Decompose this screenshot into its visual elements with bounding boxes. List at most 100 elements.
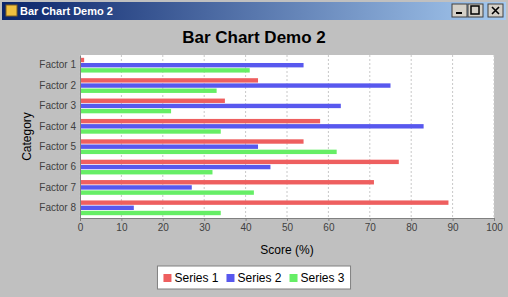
x-tick-label: 90	[448, 222, 460, 233]
x-tick-label: 60	[323, 222, 335, 233]
x-tick: 0	[78, 218, 84, 233]
x-tick: 90	[448, 218, 460, 233]
x-tick-mark	[204, 218, 205, 221]
bar	[80, 89, 217, 93]
x-tick-mark	[328, 218, 329, 221]
y-tick-label: Factor 5	[39, 141, 76, 152]
legend-label: Series 2	[237, 271, 281, 285]
x-tick-mark	[163, 218, 164, 221]
grid	[80, 55, 494, 218]
y-tick-label: Factor 1	[39, 59, 76, 70]
x-tick: 80	[406, 218, 418, 233]
grid-line	[80, 55, 81, 218]
x-tick: 30	[199, 218, 211, 233]
legend-item: Series 2	[226, 271, 281, 285]
x-tick-label: 50	[282, 222, 294, 233]
x-tick: 40	[241, 218, 253, 233]
bar	[80, 150, 337, 154]
y-tick-label: Factor 6	[39, 161, 76, 172]
y-tick: Factor 8	[39, 202, 80, 213]
bar	[80, 119, 320, 123]
maximize-button[interactable]	[468, 4, 483, 17]
window-icon	[6, 5, 17, 16]
x-tick: 100	[486, 218, 503, 233]
y-tick: Factor 3	[39, 100, 80, 111]
bar	[80, 104, 341, 108]
bar	[80, 206, 134, 210]
grid-line	[494, 55, 495, 218]
close-button[interactable]	[488, 4, 503, 17]
x-tick-label: 80	[406, 222, 418, 233]
y-tick-label: Factor 3	[39, 100, 76, 111]
x-tick-mark	[287, 218, 288, 221]
x-tick: 20	[158, 218, 170, 233]
bar	[80, 109, 171, 113]
y-tick: Factor 1	[39, 59, 80, 70]
x-tick-label: 0	[78, 222, 84, 233]
bar	[80, 190, 254, 194]
bar	[80, 200, 448, 204]
legend-item: Series 1	[163, 271, 218, 285]
bar	[80, 160, 399, 164]
grid-line	[328, 55, 329, 218]
bar	[80, 139, 304, 143]
minimize-button[interactable]	[452, 4, 467, 17]
bar	[80, 211, 221, 215]
legend-swatch	[163, 274, 171, 282]
grid-line	[369, 55, 370, 218]
y-tick: Factor 2	[39, 80, 80, 91]
x-tick-label: 70	[365, 222, 377, 233]
bar	[80, 144, 258, 148]
x-axis-title: Score (%)	[260, 243, 313, 257]
x-tick-mark	[411, 218, 412, 221]
x-tick-label: 100	[486, 222, 503, 233]
title-bar	[2, 2, 506, 20]
bar	[80, 124, 424, 128]
x-tick-label: 40	[241, 222, 253, 233]
x-tick-mark	[121, 218, 122, 221]
y-tick-label: Factor 4	[39, 121, 76, 132]
x-axis-line	[81, 219, 495, 222]
chart: Bar Chart Demo 2 Bar Chart Demo 2 0 10 20 30 4…	[0, 0, 508, 297]
bar	[80, 170, 212, 174]
bar	[80, 99, 225, 103]
bar	[80, 63, 304, 67]
y-tick-label: Factor 2	[39, 80, 76, 91]
grid-line	[452, 55, 453, 218]
x-tick-mark	[246, 218, 247, 221]
legend-swatch	[290, 274, 298, 282]
x-tick: 60	[323, 218, 335, 233]
bar	[80, 68, 250, 72]
x-tick-label: 30	[199, 222, 211, 233]
bar	[80, 180, 374, 184]
y-axis-line	[80, 56, 81, 219]
y-axis: Factor 1 Factor 2 Factor 3 Factor 4 Factor 5…	[39, 56, 80, 219]
y-tick: Factor 4	[39, 121, 80, 132]
window-title: Bar Chart Demo 2	[20, 5, 113, 17]
x-tick: 70	[365, 218, 377, 233]
x-tick-mark	[370, 218, 371, 221]
legend-swatch	[226, 274, 234, 282]
plot-area	[80, 55, 494, 218]
x-tick: 10	[116, 218, 128, 233]
bar	[80, 83, 391, 87]
bar	[80, 185, 192, 189]
legend-label: Series 3	[301, 271, 345, 285]
legend-box	[157, 266, 350, 289]
y-tick: Factor 5	[39, 141, 80, 152]
grid-line	[411, 55, 412, 218]
bar	[80, 78, 258, 82]
bar	[80, 165, 270, 169]
y-tick-label: Factor 7	[39, 182, 76, 193]
x-tick: 50	[282, 218, 294, 233]
y-axis-title: Category	[20, 112, 34, 161]
bars	[80, 58, 448, 215]
chart-title: Bar Chart Demo 2	[182, 28, 326, 47]
legend: Series 1 Series 2 Series 3	[157, 266, 350, 289]
legend-label: Series 1	[174, 271, 218, 285]
y-tick-label: Factor 8	[39, 202, 76, 213]
bar	[80, 129, 221, 133]
window-background	[0, 0, 508, 297]
x-tick-label: 20	[158, 222, 170, 233]
legend-item: Series 3	[290, 271, 345, 285]
